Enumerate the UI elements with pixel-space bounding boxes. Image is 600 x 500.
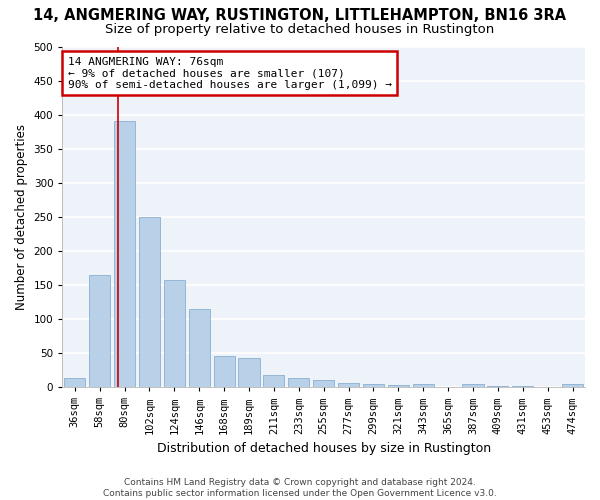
Bar bbox=[188, 309, 210, 387]
Text: Size of property relative to detached houses in Rustington: Size of property relative to detached ho… bbox=[106, 22, 494, 36]
Bar bbox=[463, 384, 484, 387]
Text: Contains HM Land Registry data © Crown copyright and database right 2024.
Contai: Contains HM Land Registry data © Crown c… bbox=[103, 478, 497, 498]
Bar bbox=[114, 122, 135, 387]
Bar bbox=[313, 380, 334, 387]
Text: 14 ANGMERING WAY: 76sqm
← 9% of detached houses are smaller (107)
90% of semi-de: 14 ANGMERING WAY: 76sqm ← 9% of detached… bbox=[68, 56, 392, 90]
Text: 14, ANGMERING WAY, RUSTINGTON, LITTLEHAMPTON, BN16 3RA: 14, ANGMERING WAY, RUSTINGTON, LITTLEHAM… bbox=[34, 8, 566, 22]
Bar bbox=[139, 217, 160, 387]
Bar bbox=[487, 386, 508, 387]
Bar bbox=[363, 384, 384, 387]
Bar bbox=[263, 375, 284, 387]
Bar bbox=[388, 385, 409, 387]
Bar bbox=[64, 378, 85, 387]
Bar bbox=[214, 356, 235, 387]
Bar bbox=[338, 383, 359, 387]
Bar bbox=[288, 378, 310, 387]
Bar bbox=[562, 384, 583, 387]
Bar bbox=[164, 280, 185, 387]
Bar bbox=[89, 274, 110, 387]
Bar bbox=[238, 358, 260, 387]
Bar bbox=[413, 384, 434, 387]
Y-axis label: Number of detached properties: Number of detached properties bbox=[15, 124, 28, 310]
Bar bbox=[512, 386, 533, 387]
X-axis label: Distribution of detached houses by size in Rustington: Distribution of detached houses by size … bbox=[157, 442, 491, 455]
